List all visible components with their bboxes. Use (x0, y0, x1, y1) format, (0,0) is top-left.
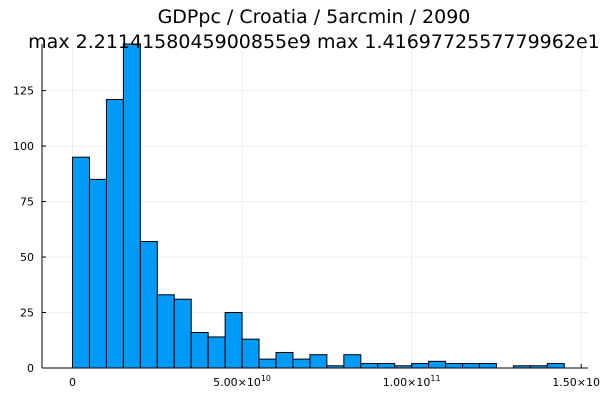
bars (72, 43, 565, 369)
histogram-bar-6 (173, 298, 192, 369)
histogram-bar-28 (546, 363, 565, 369)
x-tick-exponent-2: 11 (430, 374, 440, 383)
histogram-bar-8 (207, 336, 226, 369)
histogram-bar-10 (241, 338, 260, 369)
histogram-bar-17 (360, 363, 379, 369)
x-tick-label-0: 0 (69, 376, 76, 389)
chart-title: GDPpc / Croatia / 5arcmin / 2090 (158, 6, 471, 28)
histogram-bar-22 (445, 363, 464, 369)
x-tick-exponent-1: 10 (261, 374, 271, 383)
histogram-bar-0 (72, 156, 90, 369)
histogram-bar-23 (462, 363, 480, 369)
y-tick-label-5: 125 (13, 85, 34, 98)
x-tick-label-2: 1.00×1011 (383, 374, 441, 389)
histogram-bar-13 (292, 358, 311, 369)
y-tick-label-3: 75 (20, 196, 34, 209)
axes (41, 44, 588, 369)
histogram-bar-11 (258, 358, 277, 369)
x-tick-label-1: 5.00×1010 (213, 374, 271, 389)
y-tick-label-1: 25 (20, 307, 34, 320)
chart-subtitle: max 2.2114158045900855e9 max 1.416977255… (28, 31, 600, 53)
histogram-bar-20 (411, 363, 430, 369)
y-tick-label-4: 100 (13, 140, 34, 153)
histogram-bar-12 (275, 351, 294, 369)
histogram-bar-21 (428, 360, 447, 369)
histogram-bar-1 (88, 178, 107, 369)
histogram-bar-14 (309, 354, 328, 369)
histogram-bar-2 (105, 98, 124, 369)
y-tick-label-2: 50 (20, 251, 34, 264)
tick-labels: 0 5.00×1010 1.00×1011 1.50×1011 0 25 50 75 100 12… (13, 85, 600, 389)
x-tick-label-3: 1.50×1011 (552, 374, 600, 389)
histogram-bar-5 (156, 294, 175, 369)
histogram-bar-24 (478, 363, 497, 369)
histogram-bar-4 (139, 241, 158, 369)
histogram-bar-7 (190, 331, 209, 369)
histogram-bar-3 (122, 43, 141, 369)
histogram-bar-9 (224, 312, 243, 369)
histogram-bar-18 (377, 363, 396, 369)
histogram-bar-16 (343, 354, 362, 369)
y-tick-label-0: 0 (27, 362, 34, 375)
